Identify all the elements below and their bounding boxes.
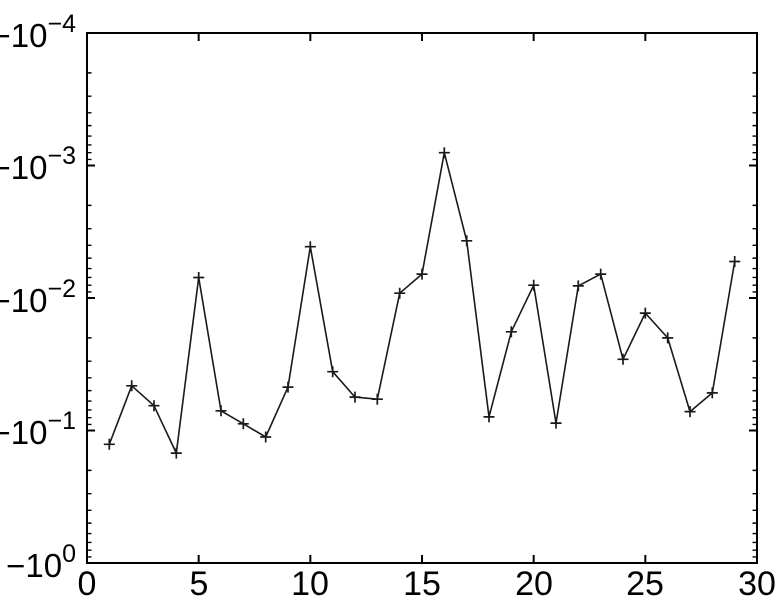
plot-box [86, 32, 758, 564]
x-axis-tick-label: 0 [77, 565, 97, 600]
minor-axis-ticks [87, 72, 757, 558]
y-tick-base: −10 [0, 282, 48, 320]
x-axis-tick-label: 25 [626, 565, 664, 600]
y-axis-tick-label: −10−3 [0, 142, 76, 187]
data-line [108, 151, 736, 454]
y-axis-tick-label: −10−2 [0, 275, 76, 320]
x-axis-tick-label: 10 [291, 565, 329, 600]
y-tick-exponent: 0 [62, 540, 76, 569]
major-axis-ticks [86, 32, 758, 564]
plus-markers [103, 147, 741, 459]
x-axis-tick-label: 30 [738, 565, 776, 600]
y-tick-exponent: −1 [47, 407, 76, 436]
y-axis-tick-label: −100 [6, 540, 76, 585]
y-tick-base: −10 [0, 149, 48, 187]
y-tick-exponent: −2 [47, 275, 76, 304]
y-axis-tick-label: −10−1 [0, 407, 76, 452]
x-axis-tick-label: 5 [189, 565, 209, 600]
y-tick-exponent: −3 [47, 142, 76, 171]
y-tick-base: −10 [0, 414, 48, 452]
y-axis-tick-label: −10−4 [0, 10, 76, 55]
y-tick-base: −10 [6, 547, 63, 585]
x-axis-tick-label: 20 [515, 565, 553, 600]
y-tick-base: −10 [0, 17, 48, 55]
x-axis-tick-label: 15 [403, 565, 441, 600]
y-tick-exponent: −4 [47, 10, 76, 39]
